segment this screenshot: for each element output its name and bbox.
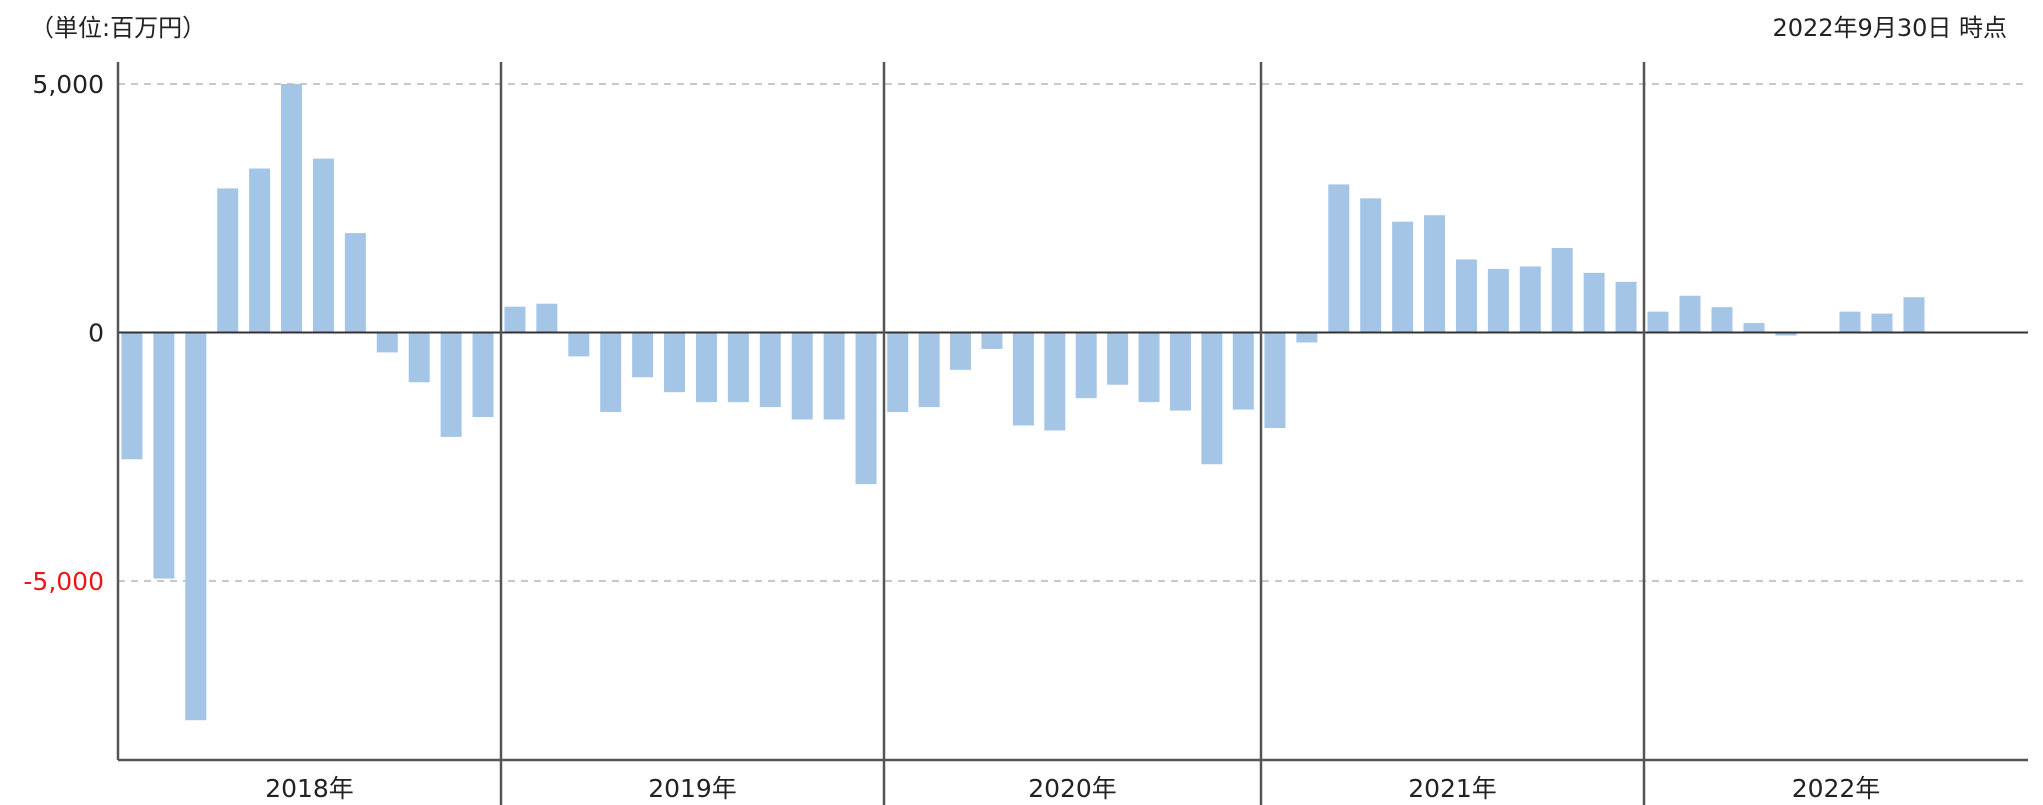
bar xyxy=(981,332,1003,349)
bar xyxy=(1012,332,1034,426)
bar xyxy=(1424,215,1446,333)
bar xyxy=(153,332,175,579)
bar xyxy=(344,233,366,333)
bar xyxy=(918,332,940,408)
bar xyxy=(1232,332,1254,410)
bar xyxy=(1903,297,1925,333)
bar xyxy=(568,332,590,357)
bar xyxy=(1775,332,1797,336)
bar xyxy=(376,332,398,353)
bar xyxy=(791,332,813,420)
bar xyxy=(695,332,717,403)
bar xyxy=(1264,332,1286,428)
bar xyxy=(1455,259,1477,333)
bar xyxy=(823,332,845,420)
bar xyxy=(1551,248,1573,333)
bar xyxy=(1519,266,1541,333)
bar xyxy=(1615,281,1637,333)
bar xyxy=(440,332,462,437)
unit-label: （単位:百万円） xyxy=(30,14,207,42)
bar xyxy=(1360,198,1382,333)
bar xyxy=(632,332,654,378)
bar xyxy=(1138,332,1160,403)
bar xyxy=(1296,332,1318,343)
x-group-label: 2021年 xyxy=(1408,774,1497,803)
bar xyxy=(1839,311,1861,333)
bar xyxy=(408,332,430,383)
bar xyxy=(1871,313,1893,333)
y-tick-label: -5,000 xyxy=(23,567,104,596)
bar xyxy=(472,332,494,418)
x-group-label: 2020年 xyxy=(1028,774,1117,803)
bar xyxy=(536,303,558,333)
bar xyxy=(664,332,686,393)
bar xyxy=(1201,332,1223,465)
bar xyxy=(1679,295,1701,333)
bar xyxy=(185,332,207,721)
bar xyxy=(1044,332,1066,431)
bar xyxy=(1075,332,1097,399)
bar xyxy=(249,168,271,333)
bar xyxy=(1487,268,1509,333)
bar xyxy=(1583,272,1605,333)
bar xyxy=(887,332,909,413)
bar xyxy=(1711,307,1733,333)
bar xyxy=(504,306,526,333)
as-of-date-label: 2022年9月30日 時点 xyxy=(1772,14,2007,42)
bar xyxy=(1743,323,1765,333)
y-tick-label: 5,000 xyxy=(32,70,104,99)
bar xyxy=(600,332,622,413)
y-tick-label: 0 xyxy=(88,319,104,348)
bar xyxy=(1107,332,1129,385)
bar xyxy=(950,332,972,370)
bar xyxy=(1647,311,1669,333)
x-group-label: 2022年 xyxy=(1792,774,1881,803)
x-group-label: 2018年 xyxy=(265,774,354,803)
bar xyxy=(759,332,781,408)
bar xyxy=(727,332,749,403)
bar xyxy=(121,332,143,460)
bar xyxy=(217,188,239,333)
bar xyxy=(281,84,303,333)
bar xyxy=(855,332,877,485)
bar xyxy=(312,158,334,333)
x-group-label: 2019年 xyxy=(648,774,737,803)
bar xyxy=(1169,332,1191,411)
bar xyxy=(1328,184,1350,333)
bar xyxy=(1392,221,1414,333)
